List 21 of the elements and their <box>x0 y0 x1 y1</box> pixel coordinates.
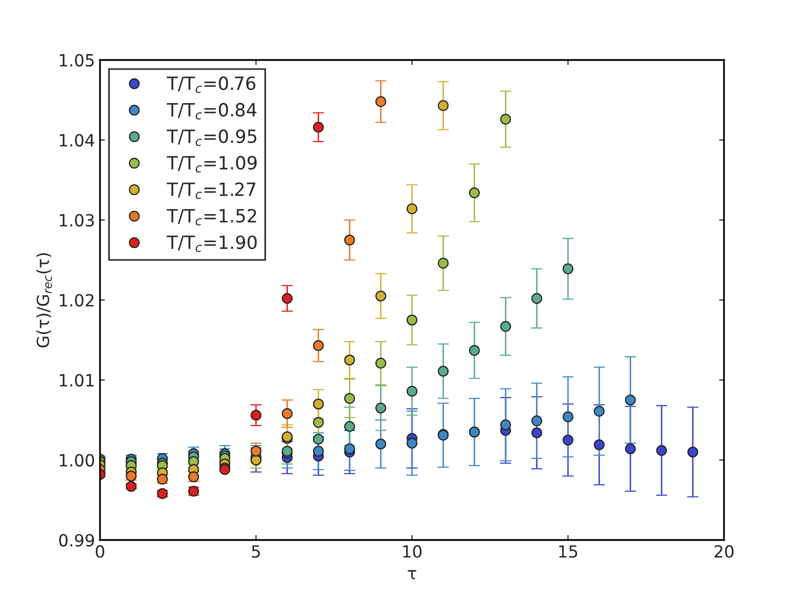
y-tick-label: 1.04 <box>60 134 94 147</box>
y-tick-label: 1.05 <box>60 54 94 67</box>
legend-label: T/T$_{c}$=1.90 <box>166 235 257 252</box>
y-axis-title: G(τ)/G$_{rec}$(τ) <box>36 253 52 348</box>
legend-label: T/T$_{c}$=1.09 <box>166 156 257 172</box>
legend-label: T/T$_{c}$=0.76 <box>166 76 256 93</box>
y-tick-label: 1.02 <box>60 294 94 307</box>
y-tick-label: 1.00 <box>60 454 94 467</box>
y-tick-label: 1.01 <box>60 374 94 387</box>
legend-label: T/T$_{c}$=0.84 <box>166 102 256 120</box>
x-tick-label: 0 <box>96 545 104 558</box>
x-tick-label: 10 <box>403 545 422 558</box>
legend-label: T/T$_{c}$=1.27 <box>166 182 256 199</box>
y-tick-label: 0.99 <box>59 534 94 547</box>
x-tick-label: 15 <box>559 545 578 558</box>
legend-label: T/T$_{c}$=0.95 <box>166 129 256 146</box>
x-axis-title: τ <box>408 570 416 580</box>
x-tick-label: 5 <box>252 545 260 558</box>
legend-label: T/T$_{c}$=1.52 <box>166 208 256 226</box>
y-tick-label: 1.03 <box>60 214 94 227</box>
x-tick-label: 20 <box>714 545 734 558</box>
